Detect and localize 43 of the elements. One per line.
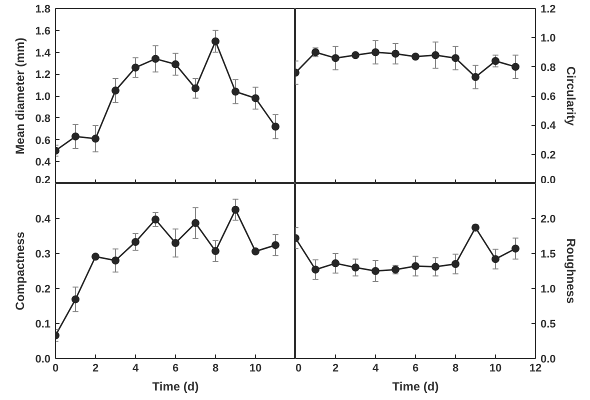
y-tick-label: 0.6 (540, 91, 556, 103)
x-tick-label: 8 (212, 362, 219, 374)
x-tick-label: 6 (412, 362, 419, 374)
y-axis-title: Roughness (564, 238, 578, 304)
x-tick-label: 2 (332, 362, 339, 374)
y-tick-label: 0.4 (35, 156, 52, 169)
x-tick-label: 6 (172, 362, 179, 374)
y-tick-label: 1.5 (540, 248, 556, 260)
y-tick-label: 0.2 (35, 284, 51, 296)
y-axis-title: Circularity (564, 66, 578, 126)
y-tick-label: 1.2 (35, 69, 51, 82)
y-tick-label: 0.5 (540, 318, 556, 330)
y-tick-label: 0.6 (35, 134, 51, 147)
y-tick-label: 0.0 (35, 354, 51, 366)
x-tick-label: 4 (372, 362, 380, 374)
x-tick-label: 12 (529, 362, 542, 374)
y-tick-label: 0.4 (540, 120, 557, 132)
y-tick-label: 1.4 (35, 47, 52, 60)
x-tick-label: 10 (249, 362, 262, 374)
x-axis-title: Time (d) (392, 380, 439, 394)
x-tick-label: 8 (452, 362, 459, 374)
y-tick-label: 0.3 (35, 248, 51, 260)
y-tick-label: 2.0 (540, 214, 556, 226)
y-tick-label: 1.0 (35, 91, 51, 103)
y-tick-label: 1.0 (540, 284, 556, 296)
y-tick-label: 1.2 (540, 4, 556, 16)
y-axis-title: Mean diameter (mm) (13, 38, 28, 154)
y-tick-label: 0.8 (35, 112, 51, 125)
x-tick-label: 10 (489, 362, 502, 374)
x-tick-label: 0 (296, 362, 302, 374)
y-tick-label: 0.1 (35, 318, 51, 330)
y-axis-title: Compactness (13, 231, 28, 310)
y-tick-label: 0.8 (540, 62, 556, 74)
y-tick-label: 0.4 (35, 214, 52, 226)
x-tick-label: 2 (92, 362, 99, 374)
y-tick-label: 1.6 (35, 25, 51, 38)
x-tick-label: 4 (132, 362, 140, 374)
y-tick-label: 1.0 (540, 32, 556, 45)
x-tick-label: 0 (52, 362, 59, 374)
y-tick-label: 0.2 (540, 149, 556, 162)
y-tick-label: 1.8 (35, 4, 51, 16)
y-tick-label: 0.0 (540, 354, 556, 366)
x-axis-title: Time (d) (152, 380, 199, 394)
